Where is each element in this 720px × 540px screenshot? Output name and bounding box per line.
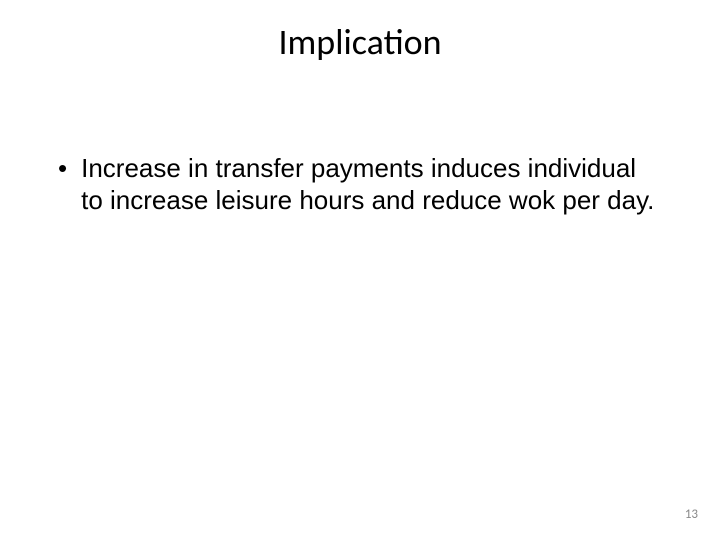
page-number: 13	[685, 507, 698, 522]
slide: Implication • Increase in transfer payme…	[0, 0, 720, 540]
slide-title: Implication	[0, 20, 720, 64]
slide-body: • Increase in transfer payments induces …	[56, 152, 660, 216]
bullet-item: • Increase in transfer payments induces …	[56, 152, 660, 216]
bullet-text: Increase in transfer payments induces in…	[81, 152, 660, 216]
bullet-marker-icon: •	[58, 152, 67, 184]
